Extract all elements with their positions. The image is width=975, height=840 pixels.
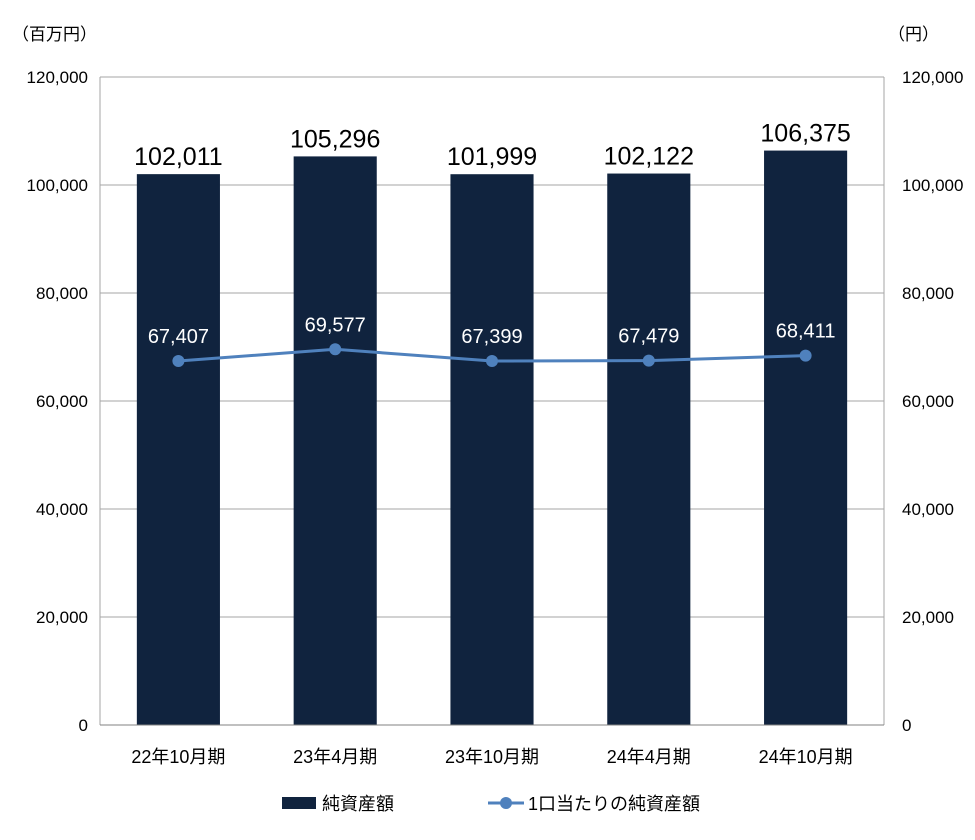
legend-label-line: 1口当たりの純資産額 bbox=[528, 794, 700, 814]
category-label: 24年4月期 bbox=[607, 747, 691, 767]
bar-data-label: 106,375 bbox=[760, 120, 850, 148]
right-tick-label: 60,000 bbox=[902, 392, 954, 411]
bar bbox=[293, 156, 377, 725]
left-tick-label: 0 bbox=[79, 716, 88, 735]
line-point bbox=[172, 355, 185, 368]
right-tick-label: 100,000 bbox=[902, 176, 963, 195]
line-data-label: 67,479 bbox=[618, 326, 679, 348]
bar bbox=[607, 173, 691, 725]
bar-data-label: 101,999 bbox=[447, 143, 537, 171]
line-series bbox=[172, 343, 812, 368]
line-point bbox=[486, 355, 498, 368]
left-tick-label: 60,000 bbox=[36, 392, 88, 411]
left-axis-unit: （百万円） bbox=[12, 25, 97, 44]
legend: 純資産額 1口当たりの純資産額 bbox=[282, 794, 700, 814]
line-data-label: 67,399 bbox=[461, 326, 522, 348]
left-tick-label: 80,000 bbox=[36, 284, 88, 303]
bar-data-label: 105,296 bbox=[290, 125, 380, 153]
legend-label-bar: 純資産額 bbox=[322, 794, 394, 814]
bar-data-label: 102,122 bbox=[604, 143, 694, 171]
left-tick-label: 40,000 bbox=[36, 500, 88, 519]
right-tick-label: 80,000 bbox=[902, 284, 954, 303]
legend-swatch-bar bbox=[282, 797, 316, 809]
legend-swatch-marker bbox=[500, 797, 512, 809]
line-point bbox=[799, 349, 812, 362]
right-tick-label: 20,000 bbox=[902, 608, 954, 627]
data-labels: 102,011 105,296 101,999 102,122 106,375 67,40… bbox=[134, 120, 851, 348]
right-tick-label: 120,000 bbox=[902, 68, 963, 87]
category-label: 23年4月期 bbox=[293, 747, 377, 767]
bar bbox=[764, 150, 848, 725]
right-axis-unit: （円） bbox=[888, 25, 939, 44]
line-data-label: 67,407 bbox=[148, 326, 209, 348]
category-label: 22年10月期 bbox=[131, 747, 225, 767]
line-data-label: 68,411 bbox=[776, 321, 836, 343]
left-tick-label: 120,000 bbox=[27, 68, 88, 87]
category-label: 24年10月期 bbox=[759, 747, 853, 767]
line-point bbox=[642, 354, 655, 367]
bar bbox=[136, 174, 220, 725]
left-tick-label: 20,000 bbox=[36, 608, 88, 627]
bar bbox=[450, 174, 534, 726]
line-point bbox=[329, 343, 342, 356]
right-tick-label: 0 bbox=[902, 716, 911, 735]
bar-series bbox=[136, 150, 848, 726]
bar-data-label: 102,011 bbox=[134, 143, 223, 171]
axes: 0 20,000 40,000 60,000 80,000 100,000 120,000 0… bbox=[27, 68, 964, 767]
category-label: 23年10月期 bbox=[445, 747, 539, 767]
left-tick-label: 100,000 bbox=[27, 176, 88, 195]
line-data-label: 69,577 bbox=[305, 314, 366, 336]
right-tick-label: 40,000 bbox=[902, 500, 954, 519]
